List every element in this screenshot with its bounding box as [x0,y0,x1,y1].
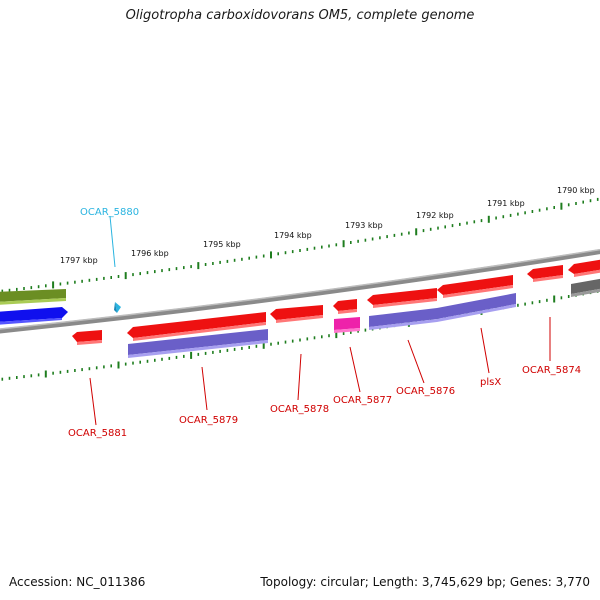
gene-ocar-5879-upper[interactable] [127,312,266,341]
scale-label-1792: 1792 kbp [416,211,454,220]
cds-ocar-5877[interactable] [334,317,360,333]
scale-label-1795: 1795 kbp [203,240,241,249]
cds-plsx[interactable] [437,293,516,322]
gene-label-ocar-5877[interactable]: OCAR_5877 [333,395,392,406]
gene-label-ocar-5878[interactable]: OCAR_5878 [270,404,329,415]
gene-ocar-5874[interactable] [527,265,563,282]
gene-ocar-5876-upper[interactable] [367,288,437,308]
gene-blue[interactable] [0,307,68,325]
outer-scale-ticks [1,197,599,293]
scale-label-1797: 1797 kbp [60,256,98,265]
gene-plsx-upper[interactable] [437,275,513,298]
cds-ocar-5879[interactable] [128,329,268,358]
genome-backbone [0,249,600,334]
scale-label-1796: 1796 kbp [131,249,169,258]
gene-ocar-5877-upper[interactable] [333,299,357,314]
scale-label-1791: 1791 kbp [487,199,525,208]
gene-right-gray[interactable] [571,278,600,297]
gene-ocar-5881[interactable] [72,330,102,345]
gene-label-ocar-5880[interactable]: OCAR_5880 [80,207,139,218]
accession-text: Accession: NC_011386 [9,575,146,589]
genome-summary-text: Topology: circular; Length: 3,745,629 bp… [260,575,590,589]
leader-line-ocar-5879 [201,366,208,411]
gene-label-ocar-5876[interactable]: OCAR_5876 [396,386,455,397]
gene-ocar-5878[interactable] [270,305,323,323]
leader-line-ocar-5880 [109,215,116,268]
leader-line-ocar-5878 [297,353,302,401]
gene-right-red[interactable] [568,259,600,277]
scale-label-1793: 1793 kbp [345,221,383,230]
scale-label-1794: 1794 kbp [274,231,312,240]
scale-label-1790: 1790 kbp [557,186,595,195]
gene-ocar-5880-marker[interactable] [114,302,121,313]
gene-olive[interactable] [0,289,66,305]
gene-label-plsx[interactable]: plsX [480,377,501,388]
leader-line-ocar-5877 [349,346,361,393]
leader-line-ocar-5876 [407,339,425,384]
cds-ocar-5876[interactable] [369,308,437,330]
page-title: Oligotropha carboxidovorans OM5, complet… [125,8,475,23]
leader-line-plsx [480,327,490,374]
leader-line-ocar-5881 [89,377,97,426]
gene-label-ocar-5874[interactable]: OCAR_5874 [522,365,581,376]
gene-label-ocar-5881[interactable]: OCAR_5881 [68,428,127,439]
gene-label-ocar-5879[interactable]: OCAR_5879 [179,415,238,426]
